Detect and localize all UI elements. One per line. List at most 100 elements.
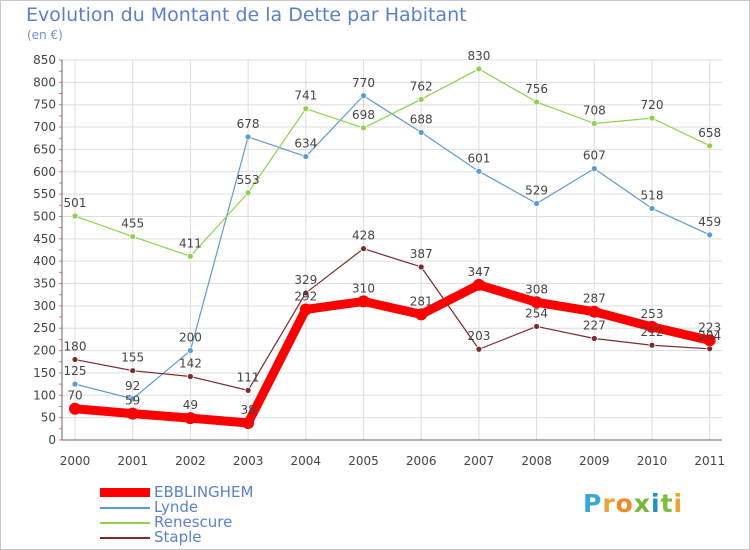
data-point-staple [417, 263, 425, 271]
data-point-staple [360, 245, 367, 253]
data-label-ebblinghem: 59 [125, 394, 140, 408]
series-line-renescure [74, 68, 711, 257]
data-point-ebblinghem [126, 407, 139, 420]
data-point-renescure [244, 189, 252, 197]
brand-logo: Proxiti [583, 489, 683, 518]
x-tick-label: 2001 [117, 454, 148, 468]
data-label-staple: 254 [525, 306, 548, 320]
x-tick-label: 2000 [60, 454, 91, 468]
y-tick-label: 600 [33, 165, 56, 179]
data-label-renescure: 720 [641, 98, 664, 112]
legend-label: Renescure [154, 513, 233, 531]
data-label-lynde: 601 [467, 151, 490, 165]
data-point-renescure [475, 65, 483, 73]
data-label-ebblinghem: 38 [240, 403, 255, 417]
brand-letter: i [673, 489, 684, 518]
data-point-lynde [475, 167, 483, 175]
data-point-renescure [417, 95, 425, 103]
data-point-staple [302, 289, 310, 297]
data-label-staple: 204 [698, 329, 721, 343]
y-tick-label: 150 [33, 366, 56, 380]
y-tick-label: 450 [33, 232, 56, 246]
data-label-lynde: 529 [525, 184, 548, 198]
data-point-renescure [648, 114, 656, 122]
data-point-ebblinghem [69, 402, 81, 415]
y-tick-label: 650 [33, 142, 56, 156]
x-tick-label: 2006 [406, 454, 437, 468]
data-label-staple: 142 [179, 357, 202, 371]
legend-label: Lynde [154, 498, 199, 516]
data-label-staple: 203 [467, 329, 490, 343]
data-point-renescure [302, 105, 310, 113]
brand-letter: x [633, 489, 651, 518]
data-label-staple: 428 [352, 229, 375, 243]
data-point-ebblinghem [357, 295, 370, 308]
legend-swatch-staple [100, 537, 150, 539]
data-point-lynde [360, 92, 367, 100]
data-point-staple [706, 345, 714, 353]
data-point-staple [533, 323, 540, 330]
brand-letter: t [660, 489, 674, 518]
data-label-renescure: 762 [410, 79, 433, 93]
x-tick-label: 2008 [521, 454, 552, 468]
legend-label: EBBLINGHEM [154, 483, 254, 501]
data-point-ebblinghem [588, 305, 601, 318]
data-point-lynde [706, 231, 714, 239]
data-label-staple: 227 [583, 319, 606, 333]
data-label-ebblinghem: 49 [183, 398, 198, 412]
data-point-staple [475, 345, 483, 353]
data-label-ebblinghem: 70 [67, 389, 82, 403]
data-label-ebblinghem: 310 [352, 281, 375, 295]
data-point-lynde [129, 395, 137, 403]
data-label-ebblinghem: 347 [467, 265, 490, 279]
data-point-lynde [186, 347, 194, 354]
data-label-staple: 111 [237, 370, 260, 384]
data-point-lynde [590, 165, 598, 173]
data-label-lynde: 607 [583, 149, 606, 163]
series-line-ebblinghem [70, 280, 715, 428]
brand-letter: P [583, 489, 603, 518]
data-point-renescure [590, 120, 598, 127]
data-label-staple: 212 [641, 325, 664, 339]
data-label-renescure: 698 [352, 108, 375, 122]
data-label-ebblinghem: 253 [641, 307, 664, 321]
plot-area [62, 60, 722, 440]
data-label-lynde: 770 [352, 76, 375, 90]
y-tick-label: 100 [33, 388, 56, 402]
brand-letter: r [602, 489, 616, 518]
data-label-renescure: 411 [179, 236, 202, 250]
y-tick-label: 250 [33, 321, 56, 335]
x-tick-label: 2010 [637, 454, 668, 468]
x-tick-label: 2011 [694, 454, 725, 468]
data-label-staple: 329 [294, 273, 317, 287]
data-point-renescure [129, 233, 137, 240]
x-tick-label: 2003 [233, 454, 264, 468]
legend-swatch-lynde [100, 507, 150, 509]
data-label-staple: 180 [64, 340, 87, 354]
y-tick-label: 50 [41, 411, 56, 425]
data-label-renescure: 658 [698, 126, 721, 140]
data-point-renescure [533, 98, 540, 106]
data-point-lynde [71, 380, 79, 388]
data-point-staple [648, 341, 656, 349]
series-line-staple [74, 248, 711, 391]
legend-swatch-renescure [100, 522, 150, 524]
data-label-lynde: 678 [237, 117, 260, 131]
y-tick-label: 0 [48, 433, 56, 447]
data-point-ebblinghem [703, 334, 716, 347]
data-label-renescure: 708 [583, 103, 606, 117]
data-label-lynde: 459 [698, 215, 721, 229]
x-tick-label: 2004 [291, 454, 322, 468]
data-label-ebblinghem: 223 [698, 320, 721, 334]
data-point-lynde [533, 200, 540, 207]
chart-subtitle: (en €) [27, 28, 63, 42]
data-point-ebblinghem [472, 278, 485, 291]
data-point-staple [129, 367, 137, 375]
x-tick-label: 2002 [175, 454, 206, 468]
data-label-renescure: 756 [525, 82, 548, 96]
data-point-ebblinghem [299, 303, 312, 316]
data-label-ebblinghem: 287 [583, 292, 606, 306]
data-point-staple [244, 386, 252, 394]
data-label-lynde: 200 [179, 331, 202, 345]
